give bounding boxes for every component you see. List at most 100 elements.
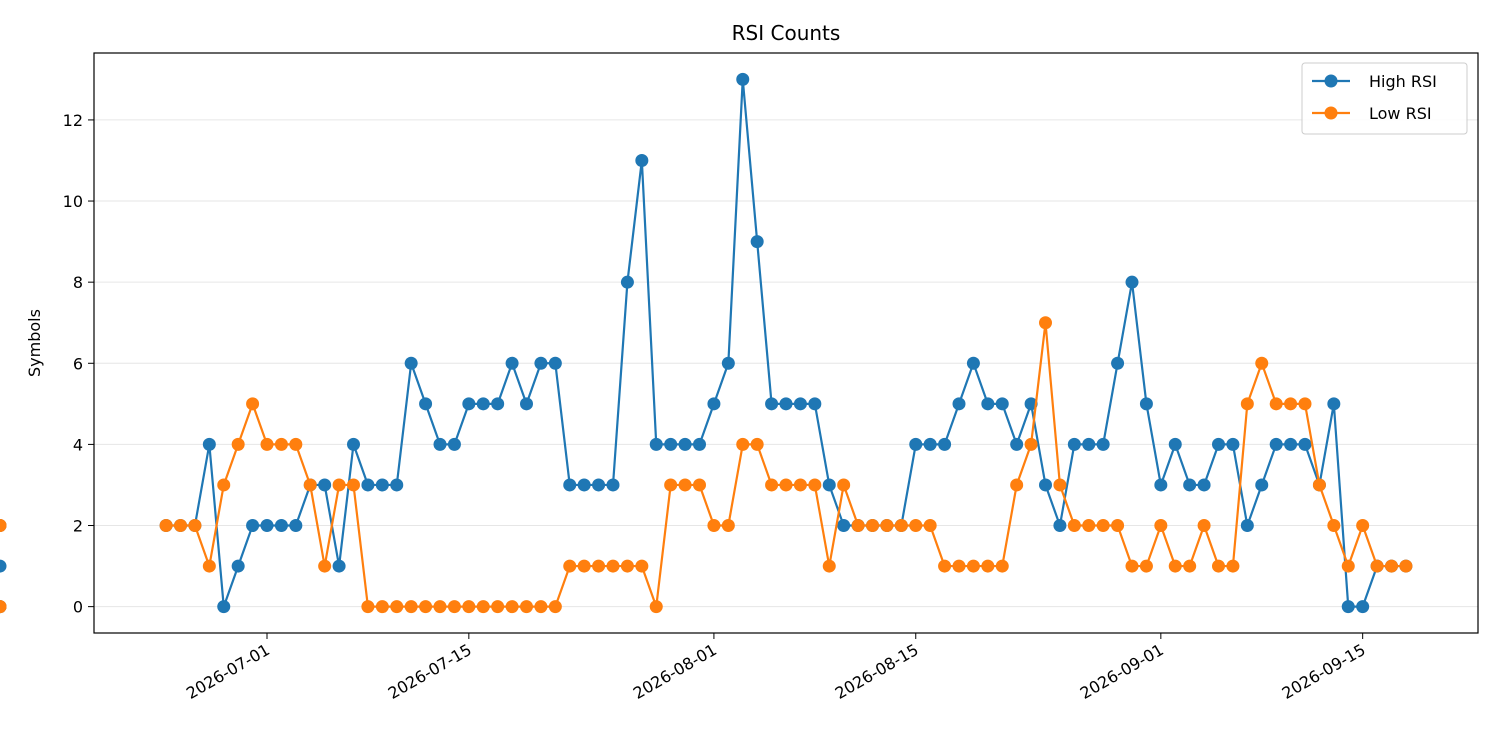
data-point-low-rsi — [1039, 316, 1052, 330]
data-point-high-rsi — [246, 519, 260, 533]
data-point-low-rsi — [721, 519, 735, 533]
data-point-low-rsi — [779, 478, 793, 492]
data-point-low-rsi — [664, 478, 678, 492]
y-tick-label: 4 — [73, 435, 83, 454]
data-point-high-rsi — [707, 397, 721, 411]
x-tick-label: 2026-09-01 — [1077, 640, 1167, 703]
data-point-low-rsi — [1298, 397, 1312, 411]
data-point-low-rsi — [1082, 519, 1096, 533]
data-point-low-rsi — [1341, 559, 1355, 573]
data-point-high-rsi — [202, 437, 216, 451]
grid — [94, 119, 1478, 608]
data-point-low-rsi — [404, 600, 418, 614]
data-point-high-rsi — [274, 519, 288, 533]
data-point-low-rsi — [1125, 559, 1139, 573]
data-point-low-rsi — [952, 559, 966, 573]
data-point-low-rsi — [1024, 437, 1038, 451]
data-point-low-rsi — [390, 600, 404, 614]
data-point-high-rsi — [404, 356, 418, 370]
y-tick-label: 10 — [63, 192, 83, 211]
data-point-low-rsi — [347, 478, 360, 492]
data-point-low-rsi — [289, 437, 303, 451]
data-point-high-rsi — [923, 437, 937, 451]
data-point-high-rsi — [491, 397, 505, 411]
data-point-low-rsi — [1139, 559, 1153, 573]
data-point-high-rsi — [765, 397, 779, 411]
data-point-high-rsi — [678, 437, 692, 451]
legend-item-high-rsi: High RSI — [1312, 72, 1437, 91]
data-point-low-rsi — [894, 519, 908, 533]
data-point-high-rsi — [520, 397, 533, 411]
data-point-low-rsi — [375, 600, 389, 614]
plot-frame — [93, 52, 1479, 634]
data-point-low-rsi — [1212, 559, 1225, 573]
data-point-high-rsi — [1212, 437, 1225, 451]
data-point-low-rsi — [1067, 519, 1081, 533]
data-point-high-rsi — [505, 356, 519, 370]
data-point-low-rsi — [520, 600, 533, 614]
data-point-high-rsi — [462, 397, 476, 411]
data-point-low-rsi — [995, 559, 1009, 573]
data-point-low-rsi — [981, 559, 995, 573]
data-point-low-rsi — [563, 559, 577, 573]
series-layer — [0, 72, 1413, 614]
series-line-high-rsi — [166, 78, 1406, 608]
data-point-high-rsi — [1356, 600, 1370, 614]
data-point-low-rsi — [548, 600, 562, 614]
data-point-high-rsi — [606, 478, 620, 492]
data-point-high-rsi — [721, 356, 735, 370]
data-point-high-rsi — [1298, 437, 1312, 451]
legend-label: Low RSI — [1369, 104, 1432, 123]
x-tick-label: 2026-07-15 — [385, 640, 475, 703]
data-point-low-rsi — [808, 478, 822, 492]
data-point-high-rsi — [433, 437, 447, 451]
data-point-high-rsi — [0, 559, 7, 573]
data-point-high-rsi — [332, 559, 346, 573]
legend-item-low-rsi: Low RSI — [1312, 104, 1432, 123]
y-tick-label: 2 — [73, 517, 83, 536]
data-point-high-rsi — [289, 519, 303, 533]
data-point-low-rsi — [419, 600, 433, 614]
data-point-high-rsi — [318, 478, 332, 492]
data-point-low-rsi — [750, 437, 764, 451]
data-point-high-rsi — [1197, 478, 1211, 492]
data-point-low-rsi — [1327, 519, 1341, 533]
legend-swatch-marker — [1324, 74, 1338, 88]
data-point-low-rsi — [923, 519, 937, 533]
data-point-low-rsi — [217, 478, 231, 492]
data-point-low-rsi — [1284, 397, 1298, 411]
data-point-low-rsi — [231, 437, 245, 451]
data-point-high-rsi — [1139, 397, 1153, 411]
data-point-low-rsi — [188, 519, 202, 533]
data-point-low-rsi — [505, 600, 519, 614]
data-point-high-rsi — [750, 235, 764, 249]
legend-swatch-marker — [1324, 106, 1338, 120]
data-point-high-rsi — [390, 478, 404, 492]
data-point-low-rsi — [707, 519, 721, 533]
data-point-high-rsi — [260, 519, 274, 533]
data-point-low-rsi — [246, 397, 260, 411]
data-point-low-rsi — [447, 600, 461, 614]
data-point-high-rsi — [1053, 519, 1067, 533]
data-point-high-rsi — [649, 437, 663, 451]
data-point-high-rsi — [1269, 437, 1283, 451]
data-point-high-rsi — [476, 397, 490, 411]
data-point-low-rsi — [851, 519, 865, 533]
data-point-low-rsi — [577, 559, 591, 573]
data-point-low-rsi — [433, 600, 447, 614]
data-point-high-rsi — [1255, 478, 1269, 492]
x-axis: 2026-07-01 2026-07-15 2026-08-01 2026-08-15… — [183, 633, 1369, 703]
data-point-high-rsi — [1024, 397, 1038, 411]
data-point-low-rsi — [1053, 478, 1067, 492]
data-point-high-rsi — [1226, 437, 1240, 451]
data-point-low-rsi — [303, 478, 317, 492]
data-point-low-rsi — [1154, 519, 1168, 533]
data-point-high-rsi — [1284, 437, 1298, 451]
data-point-low-rsi — [793, 478, 807, 492]
data-point-high-rsi — [577, 478, 591, 492]
data-point-low-rsi — [606, 559, 620, 573]
data-point-low-rsi — [318, 559, 332, 573]
data-point-high-rsi — [1039, 478, 1052, 492]
data-point-low-rsi — [1240, 397, 1254, 411]
